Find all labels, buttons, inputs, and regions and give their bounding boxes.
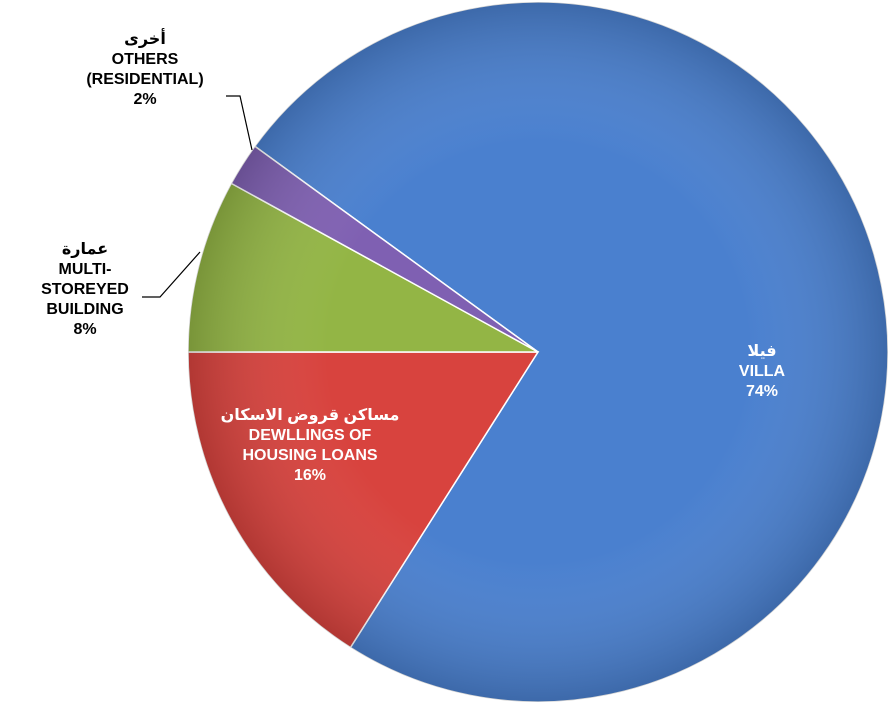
data-label: فيلا VILLA 74% [712, 342, 812, 402]
data-label: مساكن قروض الاسكان DEWLLINGS OF HOUSING L… [200, 406, 420, 486]
data-label: عمارة MULTI-STOREYED BUILDING 8% [20, 240, 150, 340]
arabic-label: عمارة [61, 241, 109, 258]
category-label: VILLA [738, 363, 786, 380]
value-label: 2% [133, 91, 157, 108]
category-label: OTHERS (RESIDENTIAL) [86, 51, 204, 88]
leader-line [226, 95, 253, 151]
value-label: 74% [745, 383, 779, 400]
leader-line [142, 251, 201, 298]
value-label: 8% [73, 321, 97, 338]
arabic-label: أخرى [124, 31, 166, 48]
data-label: أخرى OTHERS (RESIDENTIAL) 2% [70, 30, 220, 110]
category-label: DEWLLINGS OF HOUSING LOANS [242, 427, 378, 464]
value-label: 16% [293, 467, 327, 484]
category-label: MULTI-STOREYED BUILDING [41, 261, 129, 318]
arabic-label: فيلا [747, 343, 777, 360]
arabic-label: مساكن قروض الاسكان [220, 407, 400, 424]
